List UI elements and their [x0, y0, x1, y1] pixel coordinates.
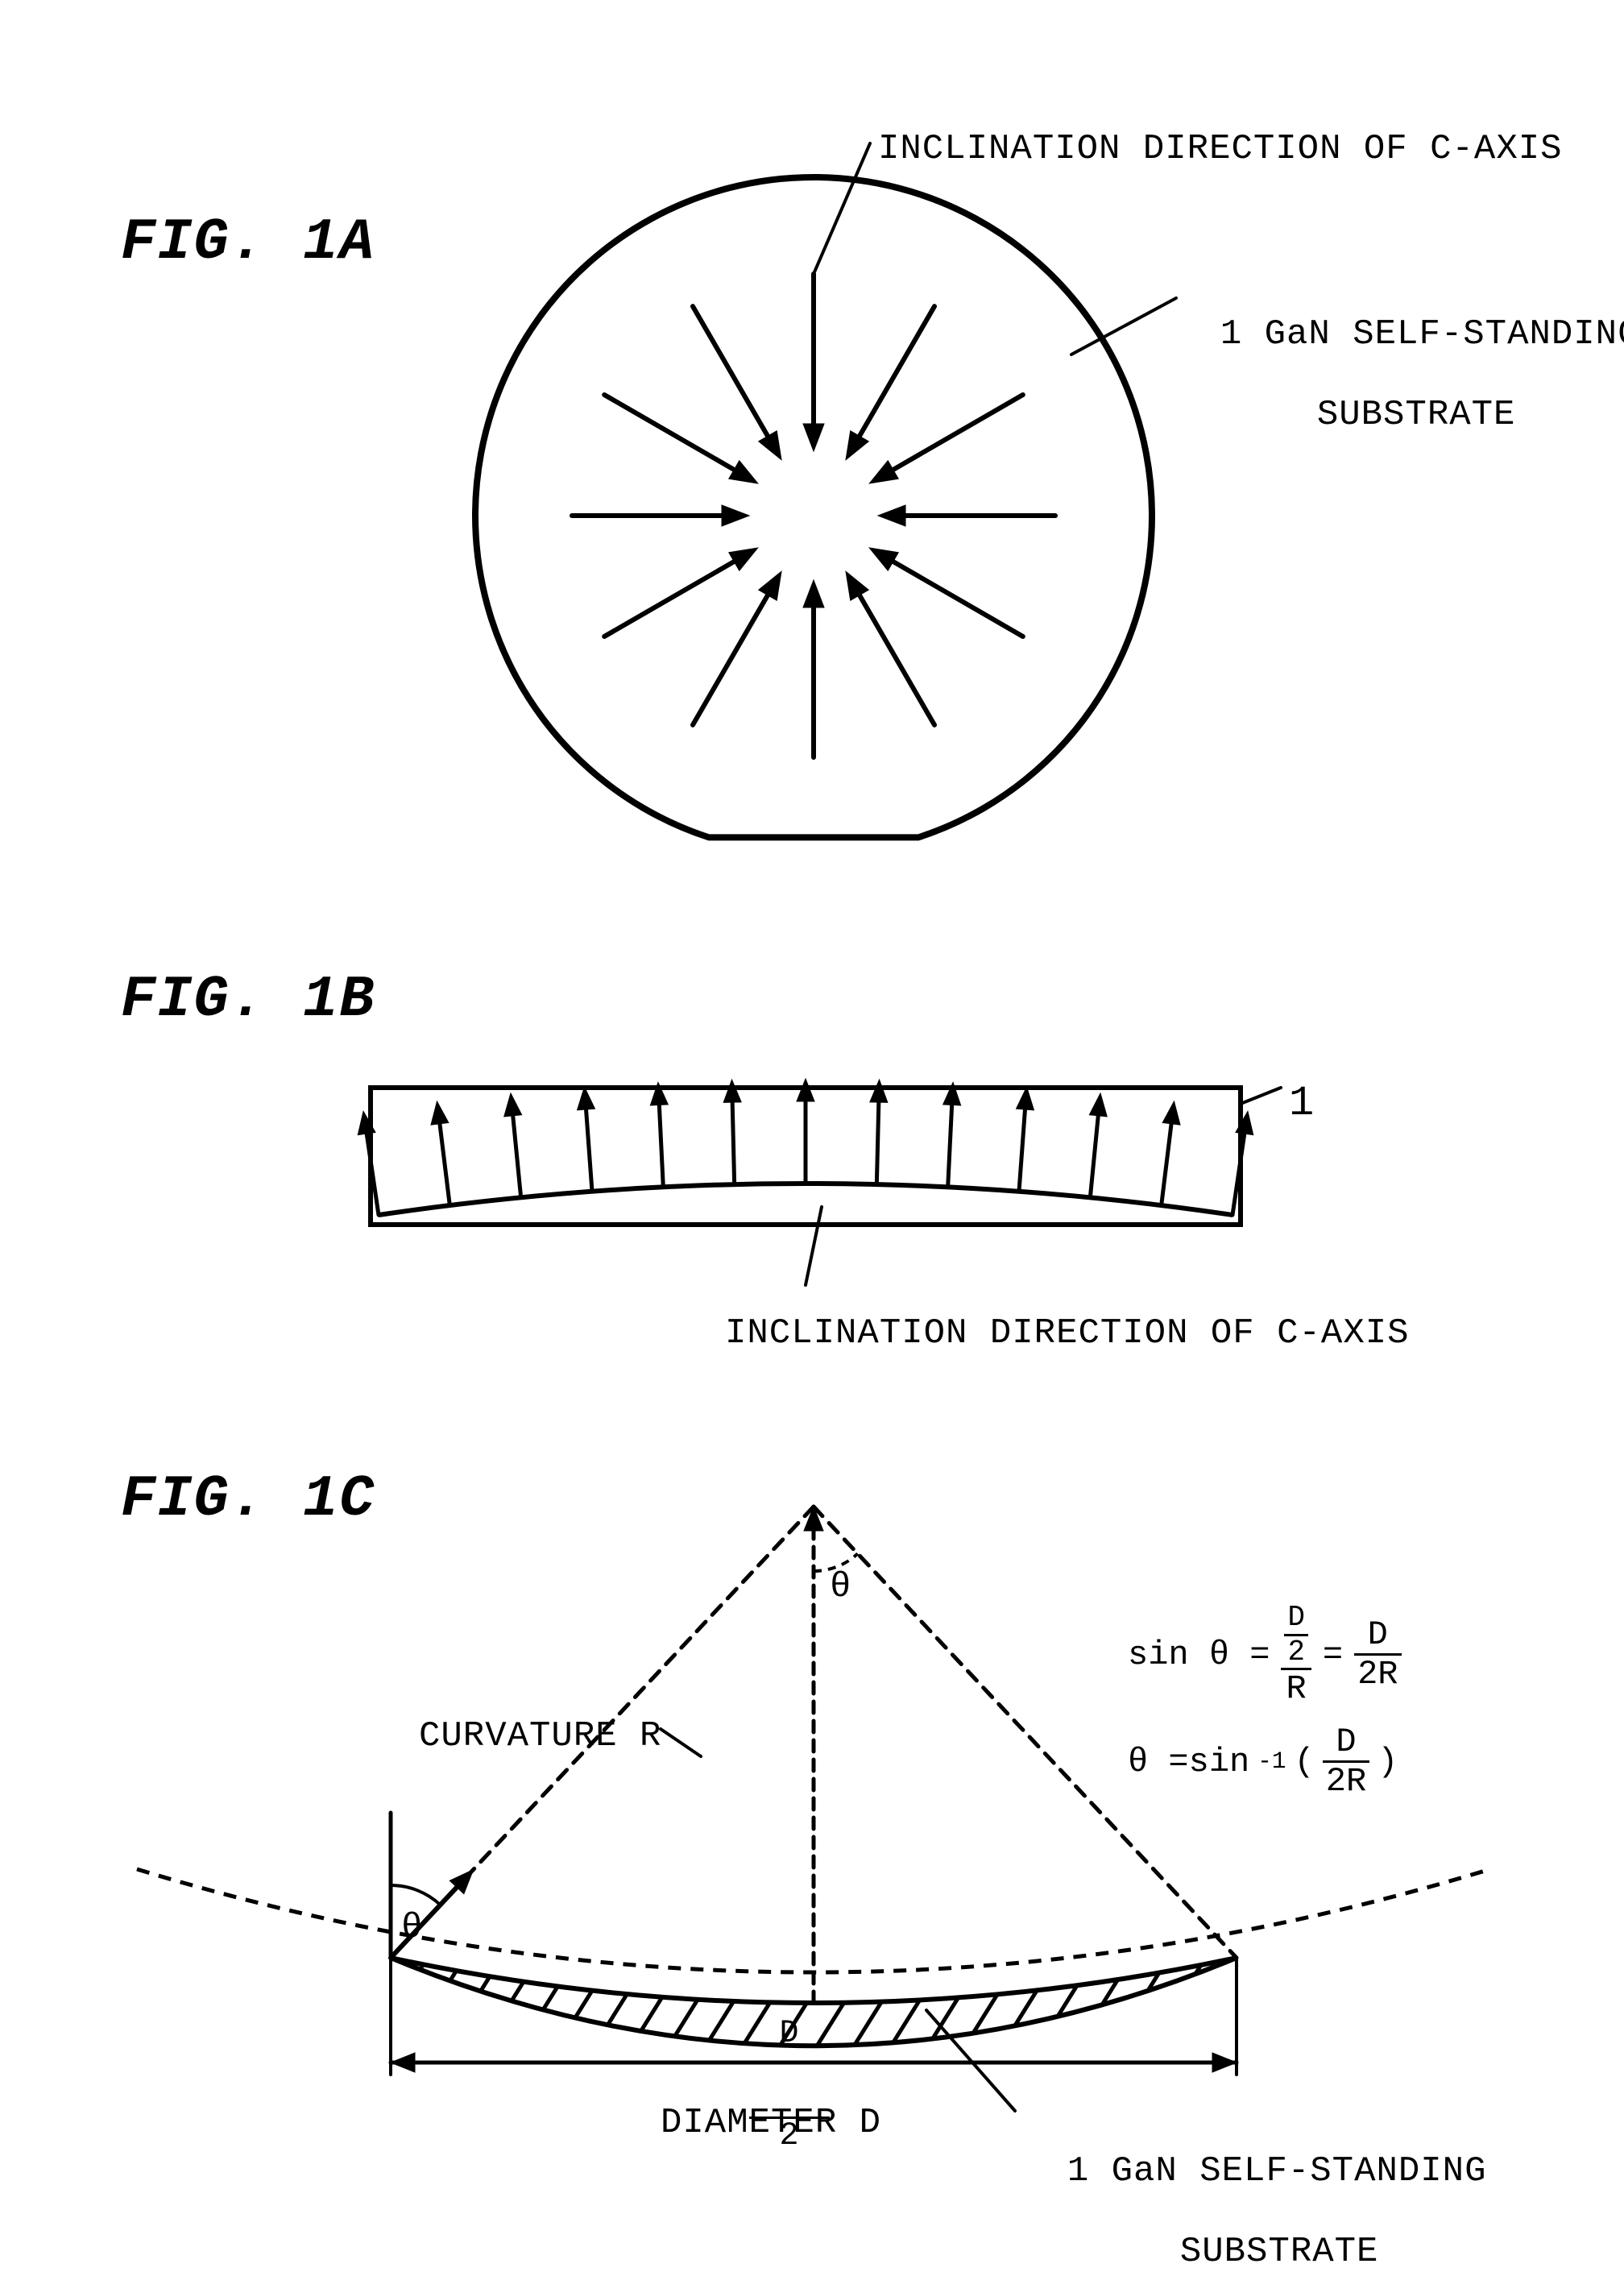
fig-1c-dhalf-num: D	[749, 2018, 830, 2052]
formula-frac-a: D 2 R	[1281, 1603, 1311, 1706]
fig-1a-substrate-annotation: 1 GaN SELF-STANDING SUBSTRATE	[1176, 274, 1624, 435]
fig-1c-formula: sin θ = D 2 R = D 2R θ =sin -1 ( D 2R )	[1128, 1603, 1402, 1798]
formula-frac-c: D 2R	[1323, 1725, 1369, 1798]
formula-theta-lhs: θ =sin	[1128, 1743, 1249, 1781]
formula-f3-num: D	[1323, 1725, 1369, 1760]
formula-open: (	[1295, 1743, 1315, 1781]
formula-sup: -1	[1257, 1748, 1286, 1775]
formula-frac-b: D 2R	[1354, 1618, 1401, 1691]
fig-1b-inclination-annotation: INCLINATION DIRECTION OF C-AXIS	[725, 1313, 1410, 1354]
fig-1a-group	[475, 143, 1176, 837]
fig-1b-group	[358, 1079, 1281, 1285]
formula-f1-top-num: D	[1284, 1603, 1307, 1634]
fig-1a-substrate-line1: 1 GaN SELF-STANDING	[1220, 314, 1624, 354]
fig-1c-dhalf-den: 2	[749, 2117, 830, 2153]
fig-1c-theta-left: θ	[401, 1908, 423, 1948]
formula-eq: =	[1323, 1636, 1343, 1674]
fig-1b-label: FIG. 1B	[121, 967, 375, 1033]
fig-1c-d-over-2: D 2	[709, 1918, 830, 2217]
fig-1a-inclination-annotation: INCLINATION DIRECTION OF C-AXIS	[878, 129, 1563, 169]
fig-1c-substrate-line2: SUBSTRATE	[1067, 2232, 1379, 2272]
fig-1c-label: FIG. 1C	[121, 1466, 375, 1532]
formula-f3-den: 2R	[1323, 1760, 1369, 1798]
fig-1c-curvature-label: CURVATURE R	[419, 1716, 661, 1756]
fig-1c-substrate-annotation: 1 GaN SELF-STANDING SUBSTRATE	[1023, 2111, 1487, 2272]
fig-1a-label: FIG. 1A	[121, 209, 375, 276]
formula-row-1: sin θ = D 2 R = D 2R	[1128, 1603, 1402, 1706]
formula-f2-den: 2R	[1354, 1653, 1401, 1691]
fig-1c-substrate-line1: 1 GaN SELF-STANDING	[1067, 2151, 1487, 2191]
fig-1c-theta-top: θ	[830, 1567, 851, 1607]
formula-f1-top-den: 2	[1284, 1634, 1307, 1667]
fig-1a-substrate-line2: SUBSTRATE	[1220, 395, 1516, 435]
formula-f2-num: D	[1354, 1618, 1401, 1653]
formula-row-2: θ =sin -1 ( D 2R )	[1128, 1725, 1402, 1798]
formula-f1-den: R	[1281, 1668, 1311, 1706]
formula-close: )	[1378, 1743, 1398, 1781]
formula-sin-lhs: sin θ =	[1128, 1636, 1270, 1674]
fig-1b-ref-one: 1	[1289, 1080, 1315, 1127]
